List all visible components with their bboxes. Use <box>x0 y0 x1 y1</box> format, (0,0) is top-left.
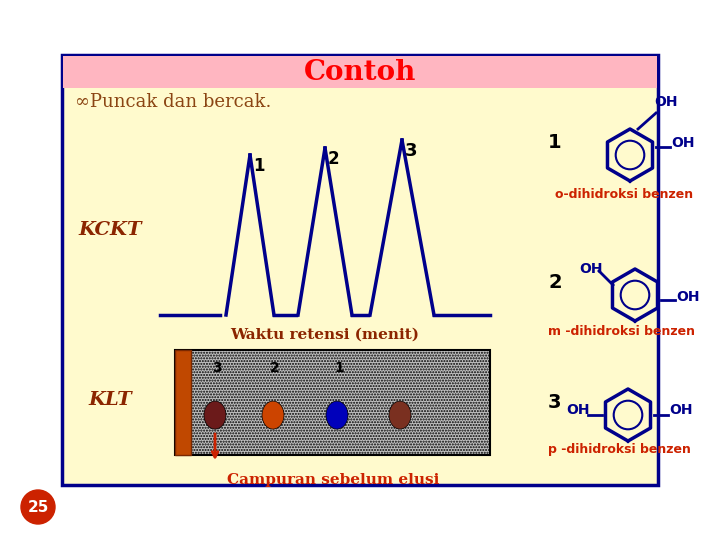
Text: KCKT: KCKT <box>78 221 142 239</box>
Text: 1: 1 <box>253 157 264 175</box>
Text: p -dihidroksi benzen: p -dihidroksi benzen <box>548 443 691 456</box>
Text: KLT: KLT <box>88 391 132 409</box>
Text: OH: OH <box>669 403 693 417</box>
Text: OH: OH <box>566 403 590 417</box>
Text: m -dihidroksi benzen: m -dihidroksi benzen <box>548 325 695 338</box>
Text: 2: 2 <box>548 273 562 292</box>
Bar <box>62 55 658 88</box>
Bar <box>63 56 657 88</box>
Text: 3: 3 <box>212 361 222 375</box>
Text: OH: OH <box>654 95 678 109</box>
Text: Campuran sebelum elusi: Campuran sebelum elusi <box>227 473 439 487</box>
Text: OH: OH <box>676 290 700 304</box>
Ellipse shape <box>389 401 411 429</box>
Text: OH: OH <box>579 262 603 276</box>
FancyBboxPatch shape <box>62 55 658 485</box>
Text: ∞Puncak dan bercak.: ∞Puncak dan bercak. <box>75 93 271 111</box>
Ellipse shape <box>204 401 226 429</box>
Text: OH: OH <box>671 136 695 150</box>
Bar <box>175 350 191 455</box>
Text: o-dihidroksi benzen: o-dihidroksi benzen <box>555 188 693 201</box>
Text: 25: 25 <box>27 500 49 515</box>
Circle shape <box>21 490 55 524</box>
Text: Waktu retensi (menit): Waktu retensi (menit) <box>230 328 420 342</box>
Ellipse shape <box>326 401 348 429</box>
Text: 2: 2 <box>270 361 280 375</box>
Text: 3: 3 <box>548 393 562 412</box>
Text: 1: 1 <box>548 133 562 152</box>
Bar <box>175 350 490 455</box>
Text: 3: 3 <box>405 142 418 160</box>
Text: 2: 2 <box>328 150 340 168</box>
Text: 1: 1 <box>334 361 344 375</box>
Text: Contoh: Contoh <box>304 59 416 86</box>
Ellipse shape <box>262 401 284 429</box>
